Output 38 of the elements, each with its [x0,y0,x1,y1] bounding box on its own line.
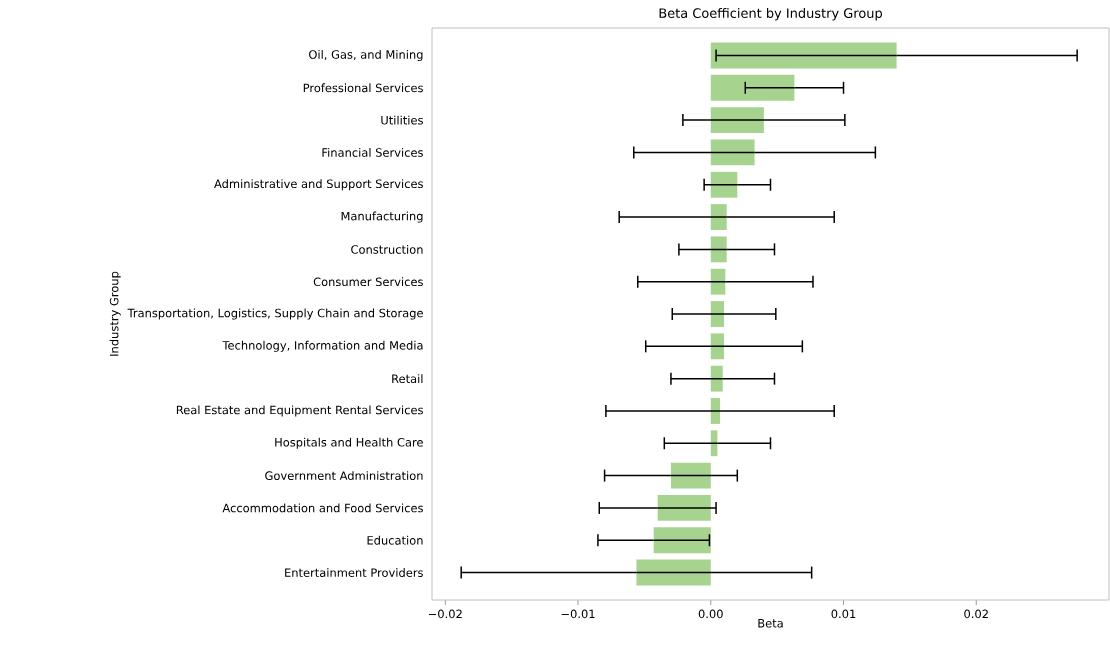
x-tick-label: −0.01 [561,609,595,619]
y-axis-title: Industry Group [109,271,121,356]
x-axis-title: Beta [758,619,783,628]
bar [710,398,721,424]
y-tick-label: Hospitals and Health Care [275,437,423,449]
bar [710,301,725,327]
y-tick-label: Construction [351,244,423,254]
bar [710,204,727,230]
y-tick-label: Education [367,535,423,545]
x-tick-label: 0.00 [698,609,723,619]
y-tick-label: Oil, Gas, and Mining [309,49,423,62]
bar [710,365,723,392]
bar [636,559,711,586]
y-tick-label: Entertainment Providers [285,568,423,577]
bar [710,236,727,263]
y-tick-label: Technology, Information and Media [222,340,423,352]
y-tick-label: Utilities [381,115,423,125]
y-tick-label: Retail [392,374,423,384]
x-tick-label: 0.01 [831,609,856,619]
bar [710,333,725,360]
y-tick-label: Government Administration [265,471,423,481]
bar [710,139,755,166]
y-tick-label: Financial Services [322,148,423,157]
x-tick-label: 0.02 [964,609,988,619]
x-tick-label: −0.02 [428,609,462,619]
bar [710,268,726,295]
chart-title: Beta Coefficient by Industry Group [659,7,882,21]
y-tick-label: Consumer Services [313,277,423,287]
y-tick-label: Manufacturing [341,211,423,223]
y-tick-label: Accommodation and Food Services [222,503,423,513]
y-tick-label: Administrative and Support Services [214,179,423,191]
bar [657,494,711,521]
y-tick-label: Professional Services [303,83,423,93]
bar [670,462,711,489]
y-tick-label: Real Estate and Equipment Rental Services [176,405,423,417]
bar [710,171,738,198]
y-tick-label: Transportation, Logistics, Supply Chain and Storage [127,308,423,320]
bar [710,107,764,134]
